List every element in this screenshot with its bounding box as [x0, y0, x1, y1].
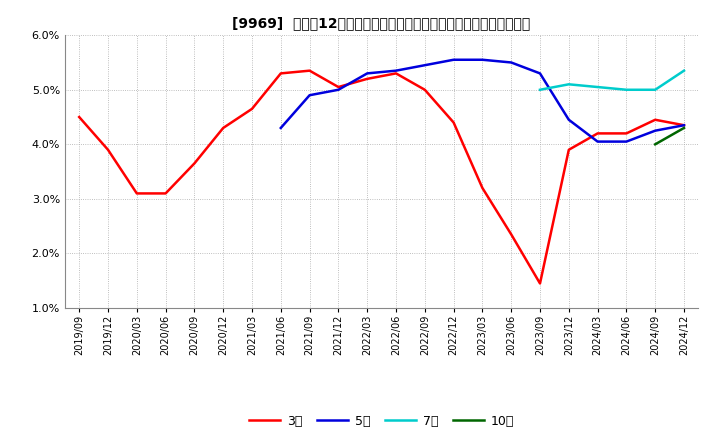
3年 — [104, 147, 112, 152]
3年 — [276, 71, 285, 76]
3年 — [680, 123, 688, 128]
3年 — [334, 84, 343, 90]
3年 — [536, 281, 544, 286]
5年 — [507, 60, 516, 65]
5年 — [334, 87, 343, 92]
Legend: 3年, 5年, 7年, 10年: 3年, 5年, 7年, 10年 — [244, 410, 519, 433]
3年 — [651, 117, 660, 122]
3年 — [219, 125, 228, 131]
3年 — [190, 161, 199, 166]
7年 — [536, 87, 544, 92]
5年 — [478, 57, 487, 62]
7年 — [564, 82, 573, 87]
3年 — [622, 131, 631, 136]
5年 — [536, 71, 544, 76]
10年 — [651, 142, 660, 147]
5年 — [680, 123, 688, 128]
5年 — [363, 71, 372, 76]
3年 — [564, 147, 573, 152]
7年 — [593, 84, 602, 90]
5年 — [449, 57, 458, 62]
3年 — [420, 87, 429, 92]
3年 — [363, 76, 372, 81]
5年 — [420, 62, 429, 68]
5年 — [564, 117, 573, 122]
10年 — [680, 125, 688, 131]
3年 — [161, 191, 170, 196]
3年 — [507, 232, 516, 237]
5年 — [622, 139, 631, 144]
5年 — [651, 128, 660, 133]
Line: 7年: 7年 — [540, 71, 684, 90]
7年 — [651, 87, 660, 92]
3年 — [132, 191, 141, 196]
Title: [9969]  売上高12か月移動合計の対前年同期増減率の標準偏差の推移: [9969] 売上高12か月移動合計の対前年同期増減率の標準偏差の推移 — [233, 16, 531, 30]
7年 — [680, 68, 688, 73]
Line: 3年: 3年 — [79, 71, 684, 283]
5年 — [392, 68, 400, 73]
3年 — [305, 68, 314, 73]
3年 — [392, 71, 400, 76]
3年 — [593, 131, 602, 136]
Line: 10年: 10年 — [655, 128, 684, 144]
5年 — [305, 92, 314, 98]
3年 — [248, 106, 256, 111]
5年 — [276, 125, 285, 131]
3年 — [449, 120, 458, 125]
5年 — [593, 139, 602, 144]
7年 — [622, 87, 631, 92]
Line: 5年: 5年 — [281, 60, 684, 142]
3年 — [478, 185, 487, 191]
3年 — [75, 114, 84, 120]
